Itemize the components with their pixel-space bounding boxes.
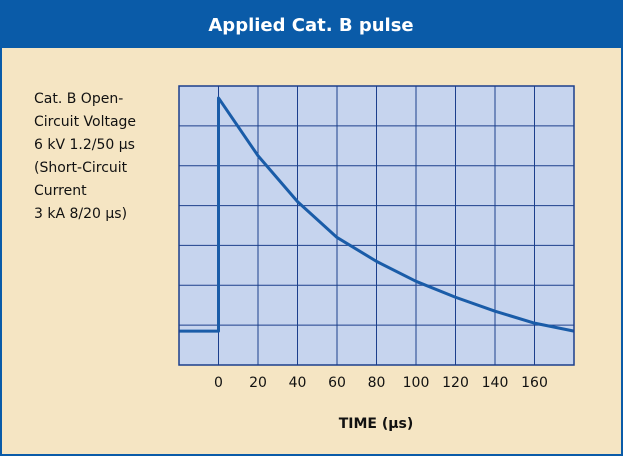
- annotation: 6 kV 1.2/50 µs: [34, 137, 135, 153]
- annotation: Circuit Voltage: [34, 114, 136, 130]
- line: [179, 96, 575, 333]
- x-axis-label: TIME (µs): [339, 416, 414, 432]
- annotation: (Short-Circuit: [34, 160, 128, 176]
- x-tick-label: 80: [368, 375, 386, 391]
- x-tick-label: 60: [328, 375, 346, 391]
- annotation: 3 kA 8/20 µs): [34, 206, 127, 222]
- x-tick-label: 120: [442, 375, 469, 391]
- x-tick-label: 20: [249, 375, 267, 391]
- x-tick-label: 40: [289, 375, 307, 391]
- plot-border: [178, 85, 575, 366]
- header: [0, 0, 623, 48]
- annotation: Cat. B Open-: [34, 91, 123, 107]
- annotation: Current: [34, 183, 87, 199]
- x-tick-label: 160: [521, 375, 548, 391]
- marks: [179, 96, 575, 333]
- x-tick-label: 0: [214, 375, 223, 391]
- x-tick-label: 100: [403, 375, 430, 391]
- x-tick-label: 140: [482, 375, 509, 391]
- chart-title: Applied Cat. B pulse: [208, 15, 413, 36]
